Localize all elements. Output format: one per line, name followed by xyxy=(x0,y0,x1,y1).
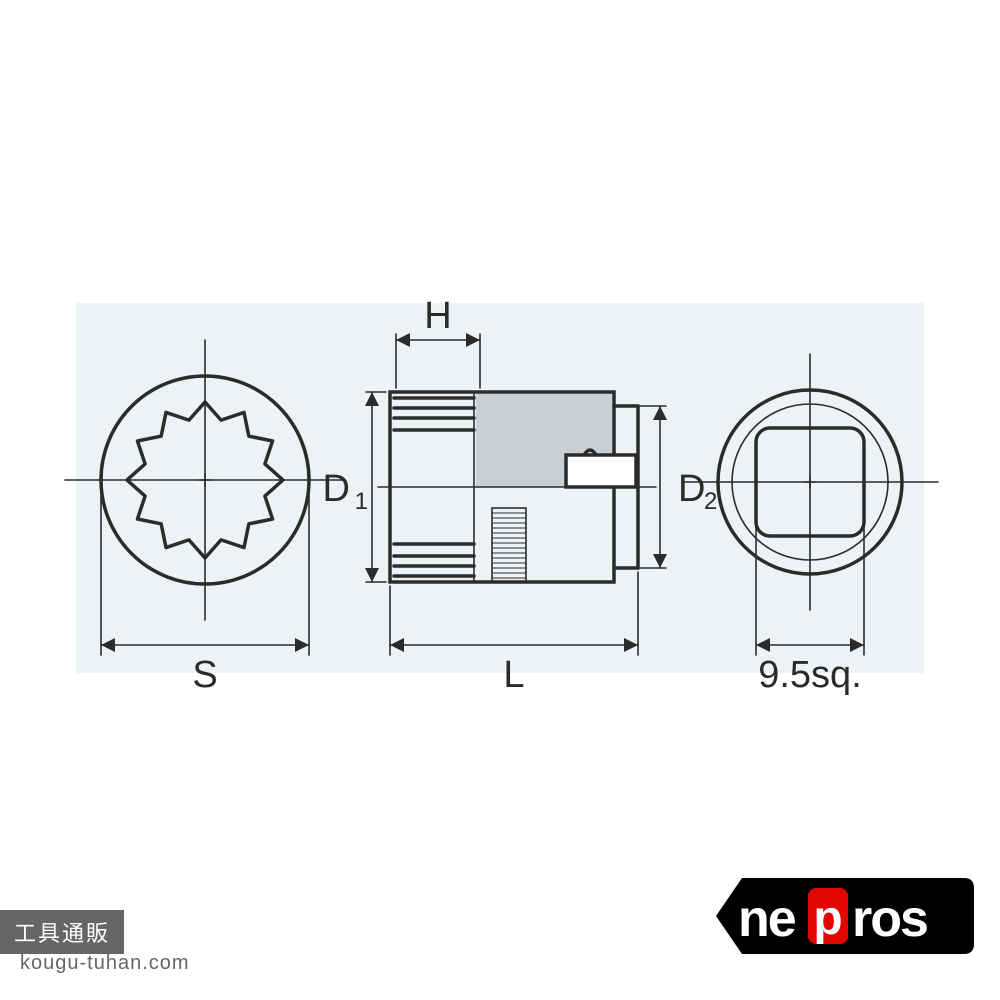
drive-end-view: 9.5sq. xyxy=(682,354,938,696)
canvas: SHD1D2L9.5sq. 工具通販 kougu-tuhan.com neros… xyxy=(0,0,1000,1000)
svg-text:9.5sq.: 9.5sq. xyxy=(758,654,862,696)
svg-text:S: S xyxy=(192,654,217,696)
svg-text:L: L xyxy=(503,654,524,696)
svg-text:2: 2 xyxy=(704,488,717,515)
side-view: HD1D2L xyxy=(323,295,718,696)
footer-brand-band: 工具通販 xyxy=(0,910,124,954)
footer-brand-text: 工具通販 xyxy=(14,921,110,946)
svg-text:p: p xyxy=(813,892,842,945)
svg-text:ros: ros xyxy=(852,890,927,948)
front-view: S xyxy=(65,340,345,696)
svg-text:ne: ne xyxy=(738,890,796,948)
svg-text:1: 1 xyxy=(355,488,368,515)
svg-text:H: H xyxy=(424,295,451,337)
nepros-logo: nerosp xyxy=(700,872,990,962)
svg-text:D: D xyxy=(323,468,350,510)
footer-url: kougu-tuhan.com xyxy=(20,952,190,975)
svg-text:D: D xyxy=(678,468,705,510)
technical-drawing: SHD1D2L9.5sq. xyxy=(0,0,1000,1000)
